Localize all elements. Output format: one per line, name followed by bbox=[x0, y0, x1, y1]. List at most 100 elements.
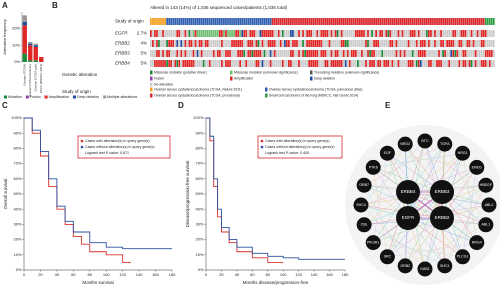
oncoprint-cell bbox=[470, 40, 473, 47]
oncoprint-cell bbox=[267, 60, 270, 67]
oncoprint-cell bbox=[190, 30, 193, 37]
oncoprint-cell bbox=[166, 40, 168, 47]
oncoprint-cell bbox=[377, 18, 380, 25]
x-tick-label: 0 bbox=[23, 272, 26, 277]
oncoprint-cell bbox=[423, 18, 426, 25]
oncoprint-cell bbox=[421, 40, 424, 47]
oncoprint-cell bbox=[361, 50, 363, 57]
oncoprint-cell bbox=[296, 50, 298, 57]
node-label: GRB7 bbox=[359, 183, 369, 187]
oncoprint-cell bbox=[152, 60, 154, 67]
y-tick-label: 90% bbox=[13, 130, 21, 135]
network-node bbox=[469, 159, 485, 175]
node-label: EREG bbox=[472, 165, 482, 169]
oncoprint-cell bbox=[440, 18, 442, 25]
network-node bbox=[365, 235, 381, 251]
oncoprint-cell bbox=[395, 60, 398, 67]
oncoprint-cell bbox=[415, 50, 418, 57]
oncoprint-cell bbox=[265, 30, 268, 37]
oncoprint-cell bbox=[438, 60, 440, 67]
oncoprint-cell bbox=[452, 60, 455, 67]
oncoprint-cell bbox=[478, 30, 481, 37]
oncoprint-cell bbox=[296, 30, 298, 37]
oncoprint-cell bbox=[318, 18, 321, 25]
node-label: PTK6 bbox=[369, 165, 378, 169]
oncoprint-cell bbox=[235, 40, 237, 47]
oncoprint-cell bbox=[472, 60, 475, 67]
legend-label: Cases without alteration(s) in query gen… bbox=[265, 145, 335, 149]
oncoprint-cell bbox=[160, 60, 162, 67]
oncoprint-cell bbox=[411, 60, 414, 67]
oncoprint-cell bbox=[296, 40, 298, 47]
network-node bbox=[455, 145, 471, 161]
oncoprint-cell bbox=[375, 40, 377, 47]
oncoprint-cell bbox=[249, 30, 252, 37]
oncoprint-cell bbox=[490, 40, 493, 47]
oncoprint-cell bbox=[239, 40, 242, 47]
oncoprint-cell bbox=[446, 40, 449, 47]
network-edge bbox=[424, 204, 490, 270]
oncoprint-cell bbox=[194, 30, 197, 37]
oncoprint-cell bbox=[186, 30, 189, 37]
node-label: ERBB2 bbox=[435, 215, 450, 220]
oncoprint-cell bbox=[442, 50, 444, 57]
oncoprint-cell bbox=[401, 50, 404, 57]
row-percent: 2.7% bbox=[137, 31, 147, 36]
oncoprint-cell bbox=[381, 50, 384, 57]
node-label: ABL1 bbox=[481, 223, 490, 227]
oncoprint-cell bbox=[229, 18, 231, 25]
oncoprint-cell bbox=[188, 60, 191, 67]
node-label: GRB2 bbox=[400, 264, 410, 268]
oncoprint-cell bbox=[239, 30, 242, 37]
legend-label: Fusion bbox=[154, 76, 164, 80]
oncoprint-cell bbox=[354, 60, 357, 67]
oncoprint-cell bbox=[385, 30, 388, 37]
oncoprint-cell bbox=[375, 60, 377, 67]
row-label: ERBB4 bbox=[115, 61, 130, 66]
oncoprint-cell bbox=[304, 40, 306, 47]
oncoprint-cell bbox=[357, 30, 359, 37]
oncoprint-cell bbox=[468, 50, 471, 57]
oncoprint-cell bbox=[482, 50, 485, 57]
oncoprint-cell bbox=[454, 50, 457, 57]
oncoprint-cell bbox=[354, 18, 357, 25]
oncoprint-cell bbox=[208, 60, 211, 67]
oncoprint-cell bbox=[292, 40, 294, 47]
oncoprint-cell bbox=[393, 50, 396, 57]
oncoprint-cell bbox=[436, 60, 438, 67]
oncoprint-cell bbox=[322, 60, 325, 67]
oncoprint-cell bbox=[212, 18, 215, 25]
oncoprint-cell bbox=[304, 60, 306, 67]
oncoprint-cell bbox=[298, 30, 300, 37]
oncoprint-cell bbox=[212, 60, 215, 67]
legend-label: Cases with alteration(s) in query gene(s… bbox=[85, 139, 150, 143]
panel-letter: C bbox=[2, 101, 8, 110]
oncoprint-cell bbox=[178, 50, 181, 57]
oncoprint-cell bbox=[480, 50, 483, 57]
oncoprint-cell bbox=[405, 40, 408, 47]
annotation: Logrank test P-value: 0.405 bbox=[265, 151, 309, 155]
oncoprint-cell bbox=[456, 50, 459, 57]
oncoprint-cell bbox=[233, 50, 235, 57]
oncoprint-cell bbox=[170, 18, 173, 25]
legend-label: Amplification bbox=[234, 76, 253, 80]
oncoprint-cell bbox=[488, 50, 491, 57]
oncoprint-cell bbox=[411, 50, 414, 57]
legend-title: Study of origin bbox=[62, 89, 91, 94]
oncoprint-cell bbox=[428, 18, 430, 25]
legend-box bbox=[77, 135, 171, 159]
oncoprint-cell bbox=[419, 60, 422, 67]
oncoprint-cell bbox=[158, 18, 160, 25]
oncoprint-cell bbox=[338, 40, 341, 47]
oncoprint-cell bbox=[308, 18, 311, 25]
oncoprint-cell bbox=[484, 40, 487, 47]
oncoprint-cell bbox=[482, 60, 485, 67]
oncoprint-cell bbox=[190, 60, 193, 67]
network-edge bbox=[405, 224, 486, 267]
node-label: PIK3R1 bbox=[367, 241, 379, 245]
node-label: ERBB3 bbox=[435, 189, 450, 194]
oncoprint-cell bbox=[288, 30, 290, 37]
oncoprint-cell bbox=[198, 40, 201, 47]
legend-label: Ovarian serous cystadenocarcinoma (TCGA,… bbox=[154, 93, 240, 97]
oncoprint-cell bbox=[306, 60, 308, 67]
